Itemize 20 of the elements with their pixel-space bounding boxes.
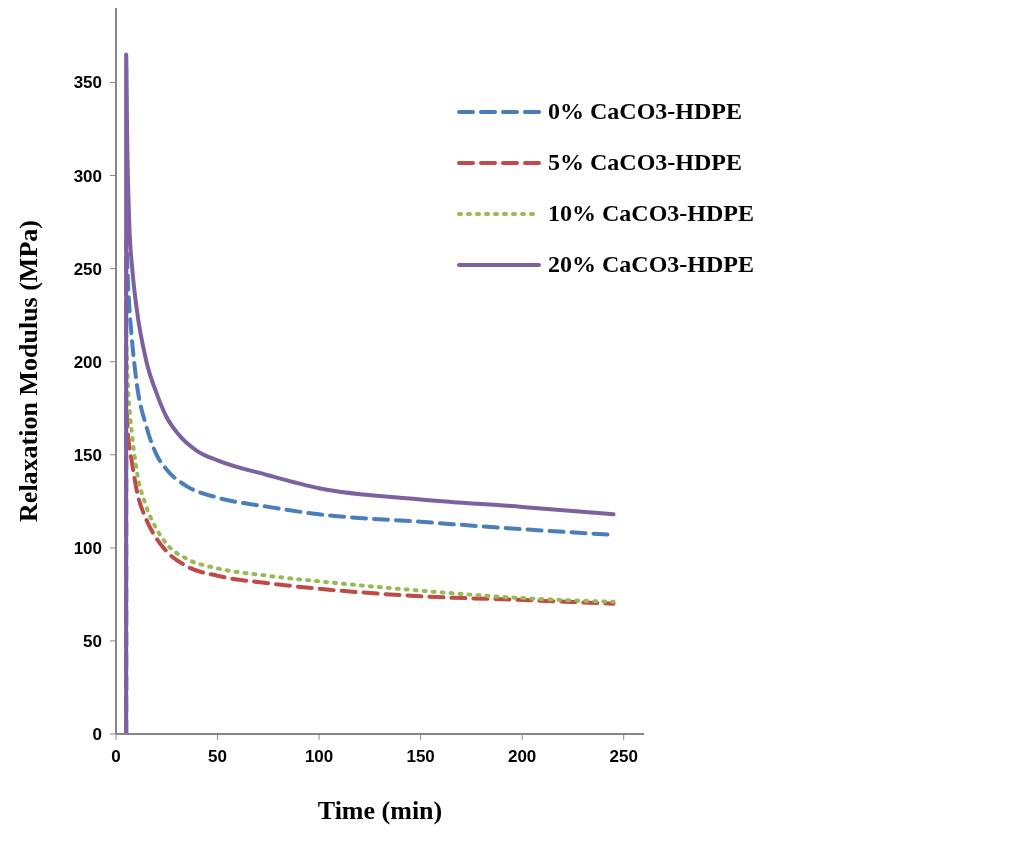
x-tick-label: 200 <box>507 747 537 767</box>
x-axis-title: Time (min) <box>317 796 443 825</box>
x-tick-label: 0 <box>111 747 121 767</box>
x-tick-label: 50 <box>208 747 227 767</box>
y-tick-label: 150 <box>73 445 102 465</box>
y-tick-label: 0 <box>92 725 102 745</box>
x-tick-label: 150 <box>406 747 435 767</box>
y-tick-label: 250 <box>73 259 102 279</box>
y-tick-label: 200 <box>73 352 102 372</box>
y-tick-label: 100 <box>73 538 102 558</box>
y-tick-label: 50 <box>83 631 102 651</box>
legend-label: 20% CaCO3-HDPE <box>548 251 754 278</box>
legend-label: 10% CaCO3-HDPE <box>548 200 754 227</box>
y-tick-label: 300 <box>73 166 102 186</box>
x-tick-label: 250 <box>609 747 638 767</box>
legend-label: 0% CaCO3-HDPE <box>548 98 742 125</box>
legend-label: 5% CaCO3-HDPE <box>548 149 742 176</box>
y-tick-label: 350 <box>73 73 102 93</box>
y-axis-title: Relaxation Modulus (MPa) <box>14 220 44 522</box>
x-tick-label: 100 <box>304 747 334 767</box>
